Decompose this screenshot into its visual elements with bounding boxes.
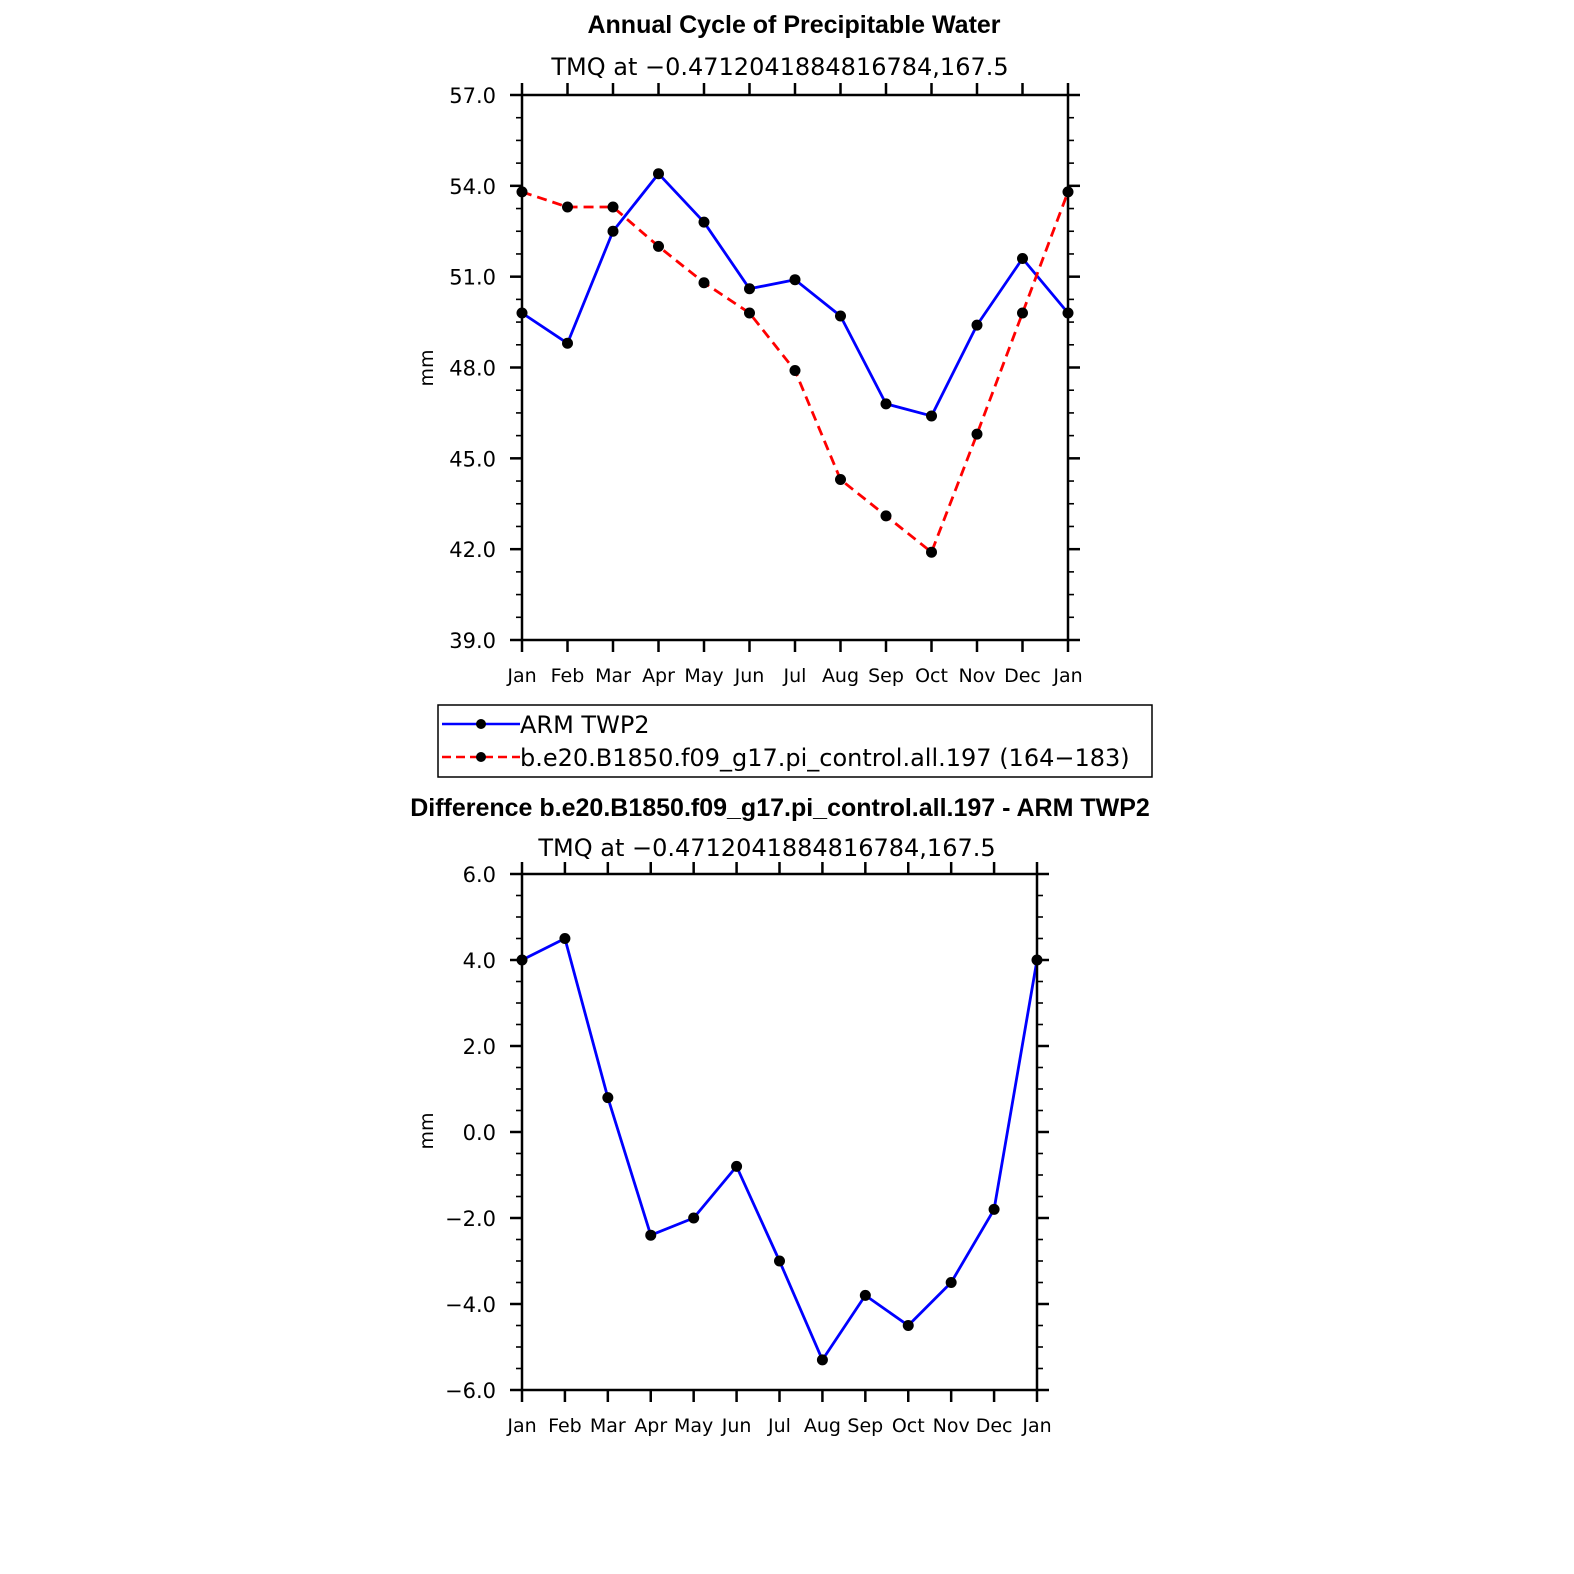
chart1-y-tick-label: 51.0 [449, 266, 496, 290]
chart1-x-tick-label: Jun [734, 665, 765, 687]
chart1-y-tick-label: 48.0 [449, 357, 496, 381]
chart1-x-tick-label: Apr [642, 665, 675, 687]
chart2-y-tick-label: 2.0 [463, 1035, 496, 1059]
chart1-series-1-point [971, 319, 983, 331]
chart1-y-tick-label: 54.0 [449, 175, 496, 199]
chart1-series-2-point [698, 277, 710, 289]
chart1-series-2-point [744, 307, 755, 319]
chart2-x-tick-label: Jan [506, 1415, 536, 1437]
chart2-series-1-point [816, 1354, 828, 1366]
chart2-x-tick-label: Nov [933, 1415, 970, 1437]
chart1-series-1-point [607, 225, 619, 237]
chart2-y-tick-label: 4.0 [463, 949, 496, 973]
chart1-series-1-point [653, 168, 664, 180]
chart2-y-tick-label: −6.0 [445, 1379, 496, 1403]
chart2-plot-frame [520, 872, 1039, 1392]
chart1-x-tick-label: Jan [1052, 665, 1082, 687]
chart1-plot-frame [520, 93, 1070, 642]
chart2-series-1-point [559, 933, 571, 944]
chart1-x-tick-label: Jul [783, 665, 807, 687]
chart1-subtitle: TMQ at −0.4712041884816784,167.5 [550, 53, 1008, 81]
chart1-x-tick-label: May [684, 665, 723, 687]
chart1-series-2-point [1017, 307, 1028, 319]
legend-box [437, 704, 1153, 778]
chart1-series-2-point [789, 365, 801, 377]
chart1-series-line-1 [521, 172, 1070, 418]
chart1-series-2-point [607, 201, 619, 213]
legend-marker-arm-twp2 [476, 719, 486, 729]
chart2-series-1-point [945, 1277, 957, 1288]
chart2-x-tick-label: Aug [804, 1415, 841, 1437]
chart1-y-tick-label: 42.0 [449, 538, 496, 562]
chart1-title: Annual Cycle of Precipitable Water [587, 11, 1000, 39]
chart1-y-tick-label: 39.0 [449, 629, 496, 653]
chart1-x-tick-label: Sep [868, 665, 904, 687]
chart1-x-tick-label: Aug [822, 665, 859, 687]
chart2-x-tick-label: Jun [721, 1415, 752, 1437]
chart1-y-tick-label: 57.0 [449, 84, 496, 108]
chart1-series-1-point [562, 337, 573, 349]
chart2-series-1-point [902, 1320, 914, 1331]
chart2-x-tick-label: Dec [976, 1415, 1013, 1437]
chart1-series-1-point [1017, 253, 1028, 264]
chart1-x-tick-label: Mar [595, 665, 631, 687]
chart1-series-2-point [562, 201, 573, 213]
chart1-series-1-point [698, 216, 710, 228]
legend-label-model: b.e20.B1850.f09_g17.pi_control.all.197 (… [520, 744, 1130, 772]
chart1-x-tick-label: Feb [551, 665, 585, 687]
chart1-x-tick-label: Oct [915, 665, 948, 687]
chart2-series-1-point [688, 1212, 700, 1224]
chart2-x-tick-label: Oct [892, 1415, 925, 1437]
chart2-x-tick-label: Jan [1021, 1415, 1051, 1437]
chart2-title: Difference b.e20.B1850.f09_g17.pi_contro… [410, 794, 1150, 822]
chart1-series-1-point [926, 410, 937, 422]
chart1-x-tick-label: Jan [506, 665, 536, 687]
chart1-series-1-point [835, 310, 846, 322]
chart1-x-tick-label: Dec [1004, 665, 1041, 687]
difference-panel: Difference b.e20.B1850.f09_g17.pi_contro… [410, 794, 1150, 1437]
chart2-y-tick-label: 0.0 [463, 1121, 496, 1145]
chart2-series-1-point [988, 1203, 1000, 1215]
chart2-y-tick-label: −4.0 [445, 1293, 496, 1317]
chart2-x-tick-label: Sep [847, 1415, 883, 1437]
chart2-x-tick-label: Jul [767, 1415, 791, 1437]
chart2-series-1-point [859, 1289, 871, 1301]
chart2-subtitle: TMQ at −0.4712041884816784,167.5 [537, 834, 995, 862]
chart1-series-2-point [971, 428, 983, 440]
chart2-series-1-point [774, 1255, 785, 1267]
chart2-series-line-1 [521, 937, 1039, 1362]
chart2-series-1-point [602, 1092, 614, 1104]
chart2-x-tick-label: Mar [590, 1415, 626, 1437]
chart1-series-1-point [744, 283, 755, 295]
chart2-y-axis-label: mm [416, 1112, 438, 1149]
chart2-y-tick-label: 6.0 [463, 863, 496, 887]
chart1-series-2-point [835, 474, 846, 486]
chart1-x-tick-label: Nov [958, 665, 995, 687]
chart2-x-tick-label: May [674, 1415, 713, 1437]
chart1-y-axis-label: mm [416, 349, 438, 386]
chart2-series-1-point [645, 1229, 657, 1241]
chart2-series-1-point [731, 1160, 743, 1172]
legend-entry-model: b.e20.B1850.f09_g17.pi_control.all.197 (… [442, 744, 1130, 772]
chart1-series-2-point [926, 546, 937, 558]
precipitable-water-panel: Annual Cycle of Precipitable Water TMQ a… [416, 11, 1083, 687]
chart1-series-1-point [789, 274, 801, 286]
chart1-series-2-point [880, 510, 892, 522]
legend-label-arm-twp2: ARM TWP2 [520, 711, 650, 739]
chart1-legend: ARM TWP2 b.e20.B1850.f09_g17.pi_control.… [437, 704, 1153, 778]
legend-entry-arm-twp2: ARM TWP2 [442, 711, 650, 739]
legend-marker-model [476, 752, 486, 762]
chart2-x-tick-label: Feb [548, 1415, 582, 1437]
chart1-y-tick-label: 45.0 [449, 447, 496, 471]
chart2-y-tick-label: −2.0 [445, 1207, 496, 1231]
chart1-series-1-point [880, 398, 892, 410]
chart1-series-2-point [653, 240, 664, 252]
chart2-x-tick-label: Apr [634, 1415, 667, 1437]
